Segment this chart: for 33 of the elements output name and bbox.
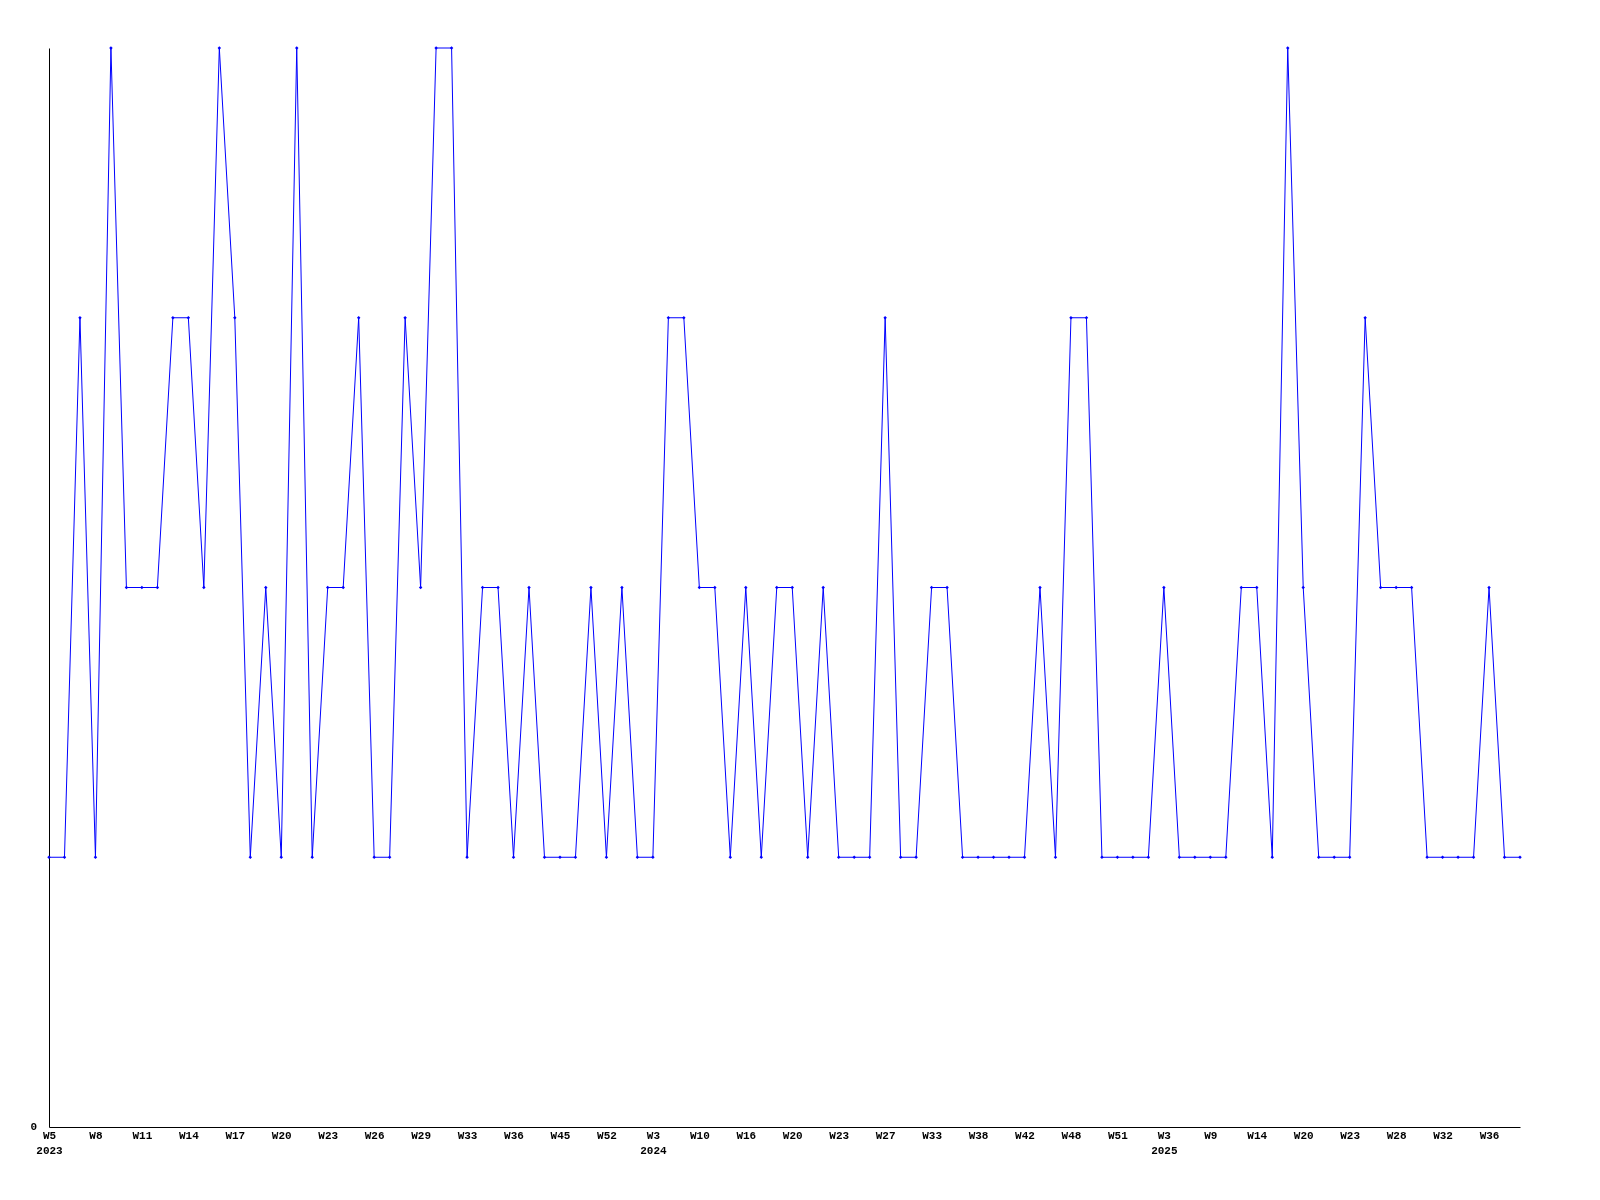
x-tick-label: W48 (1061, 1129, 1082, 1142)
x-tick-label: W42 (1015, 1129, 1035, 1142)
x-tick-label: W52 (597, 1129, 617, 1142)
x-tick-label: W9 (1204, 1129, 1218, 1142)
x-tick-label: W28 (1386, 1129, 1407, 1142)
x-tick-label: W45 (550, 1129, 571, 1142)
x-tick-label: W26 (364, 1129, 385, 1142)
x-tick-label: W38 (968, 1129, 989, 1142)
x-tick-label: W14 (1247, 1129, 1268, 1142)
x-tick-label: W14 (178, 1129, 200, 1142)
x-tick-label: W20 (782, 1129, 803, 1142)
x-tick-label: W27 (875, 1129, 896, 1142)
x-tick-label: W23 (829, 1129, 850, 1142)
x-tick-label: W33 (457, 1129, 478, 1142)
x-tick-label: W23 (318, 1129, 339, 1142)
x-tick-label: W29 (411, 1129, 432, 1142)
x-tick-label: W11 (132, 1129, 153, 1142)
x-tick-label: W36 (1479, 1129, 1500, 1142)
x-tick-label: W32 (1433, 1129, 1453, 1142)
x-tick-label: W17 (225, 1129, 246, 1142)
text: 0 (30, 1121, 37, 1133)
x-tick-label: W36 (504, 1129, 524, 1142)
x-tick-label: W20 (271, 1129, 292, 1142)
x-tick-label: W3 2024 (640, 1129, 667, 1157)
x-tick-label: W20 (1293, 1129, 1314, 1142)
x-tick-label: W16 (736, 1129, 757, 1142)
x-tick-label: W33 (922, 1129, 943, 1142)
x-tick-label: W10 (689, 1129, 710, 1142)
x-tick-label: W8 (89, 1129, 103, 1142)
x-tick-label: W5 2023 (36, 1129, 64, 1157)
x-tick-label: W23 (1340, 1129, 1361, 1142)
x-tick-label: W51 (1108, 1129, 1129, 1142)
x-tick-label: W3 2025 (1151, 1129, 1178, 1157)
